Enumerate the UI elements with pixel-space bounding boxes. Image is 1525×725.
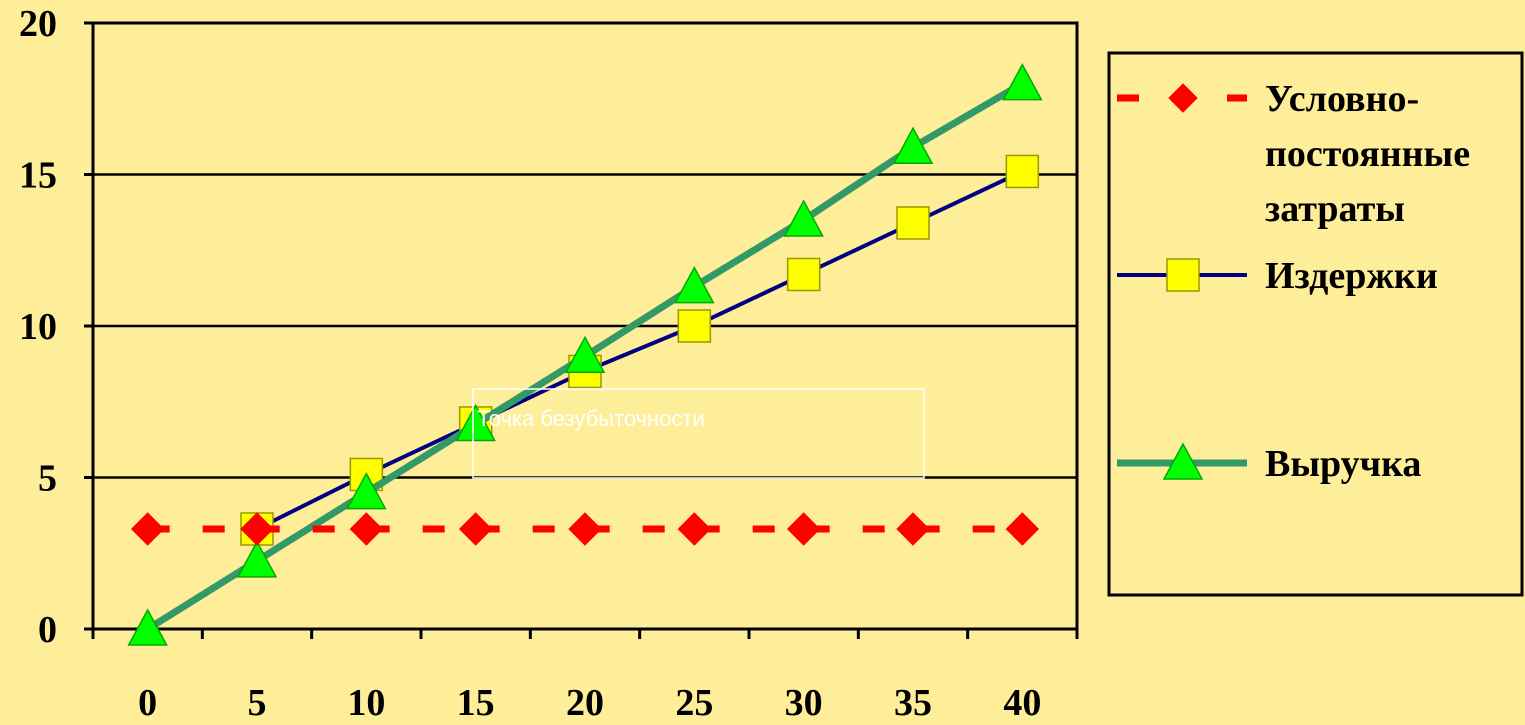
data-point: [130, 512, 165, 546]
data-point: [458, 512, 493, 546]
data-point: [240, 512, 274, 546]
legend-label: Выручка: [1265, 443, 1421, 485]
data-point: [1002, 63, 1043, 101]
data-point: [568, 512, 602, 546]
x-tick-label: 0: [138, 682, 157, 724]
legend: Условно-постоянные затраты Издержки Выручка: [1107, 51, 1524, 597]
data-point: [346, 472, 387, 510]
series: [127, 63, 1043, 646]
data-point: [896, 512, 930, 546]
data-point: [349, 512, 384, 546]
x-tick-label: 40: [1003, 682, 1041, 724]
data-point: [674, 266, 715, 304]
data-point: [1005, 154, 1040, 189]
x-tick-label: 25: [675, 682, 713, 724]
data-point: [896, 206, 930, 240]
legend-label: постоянные: [1265, 133, 1470, 175]
y-tick-label: 10: [19, 306, 57, 348]
annotation-text: Точка безубыточности: [477, 406, 705, 431]
x-tick-label: 30: [785, 682, 823, 724]
y-tick-label: 15: [19, 155, 57, 197]
data-point: [1005, 512, 1040, 546]
data-point: [455, 403, 496, 442]
x-tick-label: 15: [457, 682, 495, 724]
plot-frame: [91, 21, 1079, 631]
x-tick-label: 5: [248, 682, 267, 724]
legend-marker: [1168, 83, 1198, 113]
y-tick-label: 0: [38, 609, 57, 651]
y-tick-label: 5: [38, 458, 57, 500]
legend-box: [1107, 51, 1524, 597]
annotation: Точка безубыточности: [472, 388, 925, 479]
legend-label: Условно-: [1265, 78, 1419, 120]
data-point: [892, 126, 934, 164]
x-tick-label: 35: [894, 682, 932, 724]
y-tick-label: 20: [19, 3, 57, 45]
legend-label: затраты: [1265, 188, 1405, 230]
data-point: [786, 257, 821, 292]
data-point: [127, 608, 168, 646]
annotation-box: [472, 388, 925, 479]
legend-marker: [1166, 258, 1200, 292]
data-point: [677, 512, 712, 546]
x-tick-label: 10: [347, 682, 385, 724]
legend-label: Издержки: [1265, 255, 1438, 297]
data-point: [236, 540, 278, 578]
data-point: [786, 512, 821, 546]
data-point: [677, 309, 712, 343]
legend-marker: [1162, 442, 1204, 480]
x-tick-label: 20: [566, 682, 604, 724]
axes: 0 5 10 15 20 0 5 10 15 20 25 30 35 40: [19, 3, 1079, 724]
series-line: [256, 169, 1024, 531]
data-point: [783, 199, 824, 237]
data-point: [564, 335, 606, 374]
